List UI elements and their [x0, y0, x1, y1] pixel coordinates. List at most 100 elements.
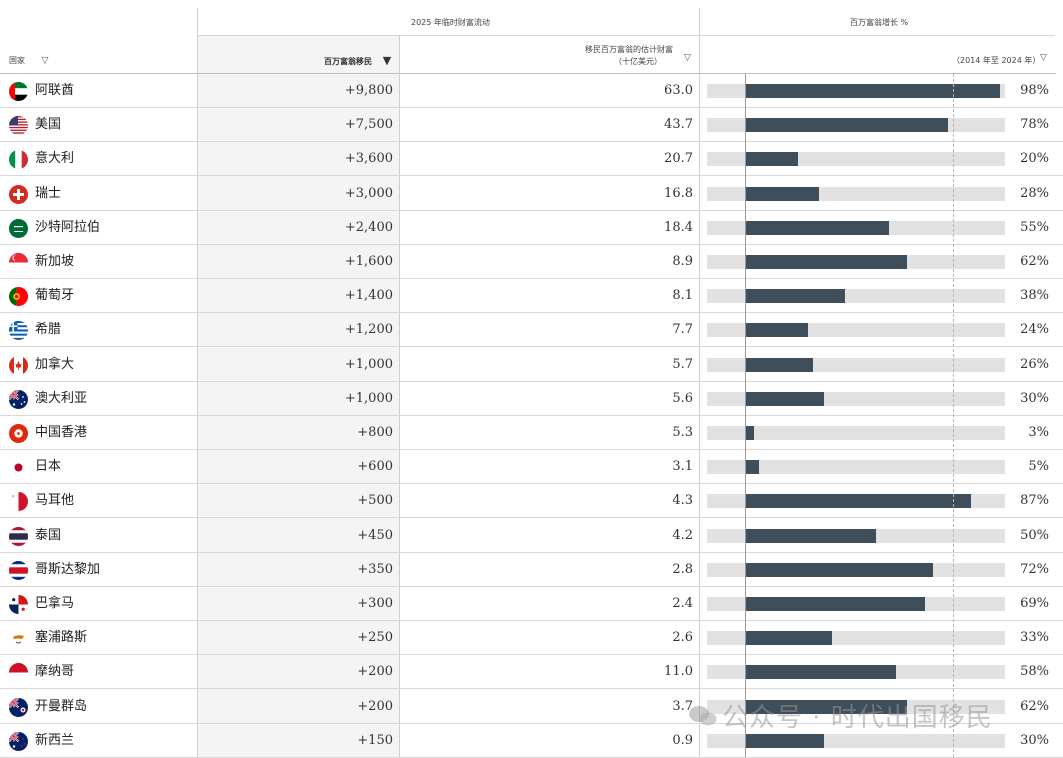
filter-icon[interactable]: ▽: [41, 56, 49, 66]
table-row[interactable]: 加拿大 +1,000 5.7 26%: [0, 348, 1063, 382]
col-header-wealth[interactable]: 移民百万富翁的估计财富 （十亿美元）: [585, 44, 673, 68]
growth-bar: [746, 665, 897, 680]
row-divider: [0, 346, 1063, 348]
table-row[interactable]: 中国香港 +800 5.3 3%: [0, 416, 1063, 450]
growth-bar: [746, 391, 824, 406]
growth-percent-label: 26%: [1020, 356, 1049, 372]
wealth-value: 5.7: [672, 356, 693, 372]
australia-flag-icon: [9, 389, 28, 409]
growth-percent-label: 30%: [1020, 390, 1049, 406]
table-row[interactable]: 巴拿马 +300 2.4 69%: [0, 587, 1063, 621]
table-row[interactable]: 希腊 +1,200 7.7 24%: [0, 313, 1063, 348]
growth-percent-label: 58%: [1020, 664, 1049, 680]
row-divider: [0, 175, 1063, 177]
watermark: 公众号 · 时代出国移民: [688, 697, 993, 734]
growth-bar: [746, 733, 824, 748]
table-row[interactable]: 马耳他 +500 4.3 87%: [0, 484, 1063, 519]
table-row[interactable]: 塞浦路斯 +250 2.6 33%: [0, 621, 1063, 656]
table-row[interactable]: 美国 +7,500 43.7 78%: [0, 108, 1063, 143]
saudi-flag-icon: [9, 218, 28, 238]
wealth-value: 16.8: [664, 185, 693, 201]
header-group-divider: [198, 35, 1055, 36]
table-row[interactable]: 瑞士 +3,000 16.8 28%: [0, 177, 1063, 211]
growth-bar: [746, 562, 933, 577]
table-row[interactable]: 沙特阿拉伯 +2,400 18.4 55%: [0, 211, 1063, 245]
row-divider: [0, 722, 1063, 724]
wealth-value: 18.4: [664, 219, 693, 235]
growth-bar: [746, 357, 814, 372]
col-divider-2: [399, 36, 400, 757]
growth-percent-label: 33%: [1020, 630, 1049, 646]
wechat-icon: [689, 706, 717, 726]
usa-flag-icon: [9, 116, 28, 136]
growth-percent-label: 5%: [1028, 459, 1049, 475]
wealth-value: 11.0: [664, 664, 693, 680]
country-name: 泰国: [35, 527, 62, 543]
wealth-value: 8.9: [672, 254, 693, 269]
table-row[interactable]: 葡萄牙 +1,400 8.1 38%: [0, 279, 1063, 314]
monaco-flag-icon: [9, 663, 28, 683]
growth-bar: [746, 426, 754, 440]
table-row[interactable]: 阿联酋 +9,800 63.0 98%: [0, 74, 1063, 108]
filter-icon[interactable]: ▽: [1040, 53, 1047, 63]
header-group-growth: 百万富翁增长 %: [850, 18, 909, 27]
millionaire-migrants-value: +1,400: [344, 288, 393, 304]
table-row[interactable]: 新西兰 +150 0.9 30%: [0, 724, 1063, 758]
growth-bar: [746, 255, 907, 269]
table-row[interactable]: 哥斯达黎加 +350 2.8 72%: [0, 553, 1063, 587]
table-row[interactable]: 澳大利亚 +1,000 5.6 30%: [0, 382, 1063, 416]
wealth-value: 2.8: [672, 561, 693, 577]
table-row[interactable]: 意大利 +3,600 20.7 20%: [0, 142, 1063, 177]
wealth-value: 20.7: [664, 151, 693, 167]
thailand-flag-icon: [9, 526, 28, 546]
col-header-growth-period: （2014 年至 2024 年）: [952, 56, 1041, 65]
country-name: 开曼群岛: [35, 698, 88, 714]
table-row[interactable]: 泰国 +450 4.2 50%: [0, 519, 1063, 553]
growth-percent-label: 62%: [1020, 698, 1049, 714]
row-divider: [0, 243, 1063, 245]
row-divider: [0, 654, 1063, 656]
country-name: 新加坡: [35, 254, 75, 269]
growth-bar: [746, 699, 907, 714]
italy-flag-icon: [9, 150, 28, 170]
country-name: 日本: [35, 459, 62, 475]
sort-desc-icon[interactable]: ▼: [382, 54, 392, 67]
cyprus-flag-icon: [9, 629, 28, 649]
growth-percent-label: 55%: [1020, 219, 1049, 235]
table-row[interactable]: 摩纳哥 +200 11.0 58%: [0, 655, 1063, 690]
table-row[interactable]: 日本 +600 3.1 5%: [0, 450, 1063, 485]
col-header-country[interactable]: 国家 ▽: [9, 55, 48, 66]
table-row[interactable]: 新加坡 +1,600 8.9 62%: [0, 245, 1063, 279]
millionaire-migrants-value: +7,500: [344, 117, 393, 133]
row-divider: [0, 688, 1063, 690]
growth-percent-label: 62%: [1020, 254, 1049, 269]
watermark-text: 公众号 · 时代出国移民: [722, 703, 993, 733]
millionaire-migrants-value: +450: [357, 527, 393, 543]
country-name: 澳大利亚: [35, 390, 88, 406]
wealth-value: 2.4: [672, 596, 693, 611]
col-header-millionaires[interactable]: 百万富翁移民 ▼: [324, 54, 391, 67]
wealth-value: 5.6: [672, 390, 693, 406]
wealth-value: 3.1: [672, 459, 693, 475]
growth-percent-label: 24%: [1020, 322, 1049, 338]
country-name: 美国: [35, 117, 62, 133]
millionaire-migrants-value: +1,600: [344, 254, 393, 269]
costarica-flag-icon: [9, 560, 28, 580]
filter-icon[interactable]: ▽: [684, 53, 691, 63]
growth-percent-label: 98%: [1020, 83, 1049, 98]
row-divider: [0, 551, 1063, 553]
growth-percent-label: 38%: [1020, 288, 1049, 304]
row-divider: [0, 620, 1063, 621]
row-divider: [0, 414, 1063, 416]
country-name: 阿联酋: [35, 83, 75, 98]
millionaire-migrants-value: +600: [357, 459, 393, 475]
row-divider: [0, 380, 1063, 382]
country-name: 马耳他: [35, 493, 75, 509]
millionaire-migrants-value: +1,200: [344, 322, 393, 338]
growth-percent-label: 28%: [1020, 185, 1049, 201]
millionaire-migrants-value: +1,000: [344, 356, 393, 372]
growth-percent-label: 78%: [1020, 117, 1049, 133]
growth-percent-label: 3%: [1028, 425, 1049, 440]
col-header-wealth-line2: （十亿美元）: [614, 57, 662, 66]
table-row[interactable]: 开曼群岛 +200 3.7 62%: [0, 690, 1063, 724]
